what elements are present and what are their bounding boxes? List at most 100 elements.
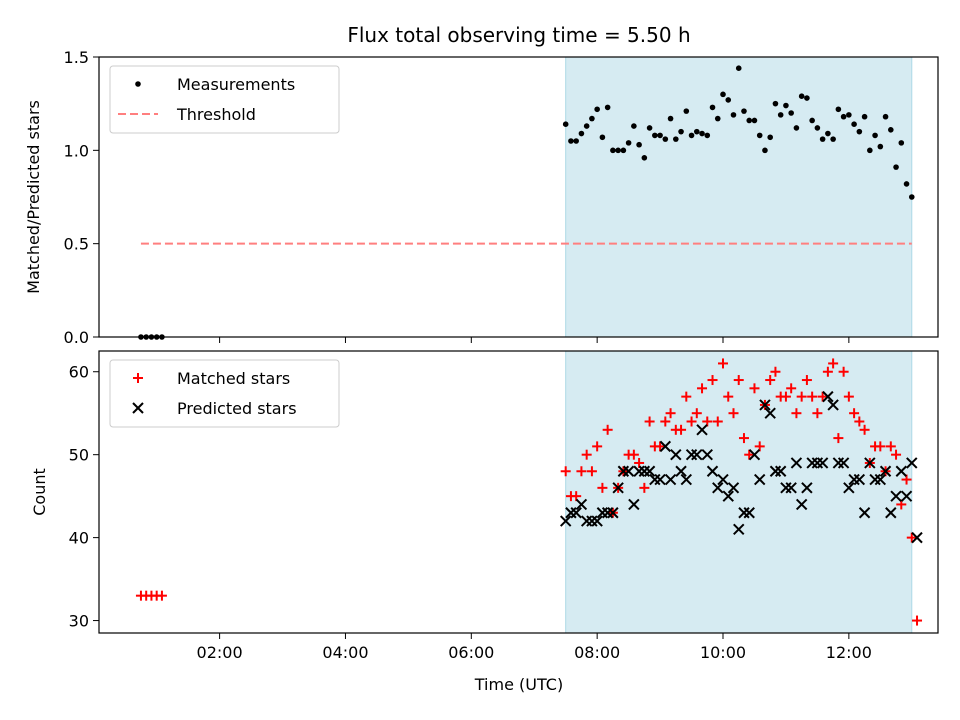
legend-label: Predicted stars: [177, 399, 297, 418]
marker-diag2: [670, 448, 682, 461]
matched-star-marker: [576, 466, 587, 477]
marker-diag2: [706, 465, 719, 477]
predicted-star-marker: [748, 448, 761, 461]
matched-star-marker: [812, 408, 823, 419]
predicted-star-marker: [575, 498, 588, 511]
matched-star-marker: [702, 416, 713, 427]
matched-star-marker: [828, 358, 839, 369]
matched-star-marker: [691, 408, 702, 419]
matched-star-marker: [707, 375, 718, 386]
measurement-point: [888, 127, 894, 133]
marker-diag2: [701, 448, 713, 461]
xtick-label: 06:00: [448, 643, 494, 662]
matched-star-marker: [586, 466, 597, 477]
predicted-star-marker: [879, 465, 892, 477]
marker-diag2: [832, 457, 845, 469]
predicted-star-marker: [895, 465, 908, 477]
measurement-point: [610, 147, 616, 154]
marker-diag2: [565, 507, 577, 519]
marker-diag2: [727, 482, 740, 494]
measurement-point: [631, 123, 637, 129]
predicted-star-marker: [701, 448, 713, 461]
matched-star-marker: [807, 391, 818, 402]
marker-diag2: [696, 424, 708, 436]
matched-star-marker: [723, 391, 734, 402]
marker-diag2: [853, 473, 866, 486]
xtick-label: 04:00: [322, 643, 368, 662]
predicted-star-marker: [890, 490, 902, 502]
marker-diag2: [738, 507, 750, 519]
marker-diag2: [622, 465, 635, 477]
measurement-point: [594, 106, 600, 113]
marker-diag2: [733, 523, 745, 536]
predicted-star-marker: [654, 473, 666, 486]
measurement-point: [846, 112, 852, 118]
measurement-point: [620, 147, 627, 154]
measurement-point: [903, 181, 910, 187]
marker-diag2: [685, 448, 698, 461]
marker-diag2: [890, 490, 902, 502]
bottom-axes-frame: [98, 350, 939, 634]
predicted-star-marker: [727, 482, 740, 494]
matched-star-marker: [838, 366, 849, 377]
predicted-star-marker: [874, 473, 887, 486]
predicted-star-marker: [774, 465, 787, 477]
predicted-star-marker: [801, 482, 813, 494]
predicted-star-marker: [864, 457, 876, 469]
marker-diag2: [638, 465, 651, 477]
measurement-point: [877, 143, 884, 150]
marker-diag2: [754, 473, 766, 486]
measurement-point: [898, 140, 905, 146]
predicted-star-marker: [628, 498, 640, 511]
measurement-point: [699, 130, 705, 137]
top-ylabel: Matched/Predicted stars: [24, 100, 43, 294]
matched-star-marker: [817, 391, 828, 402]
predicted-star-marker: [790, 457, 803, 469]
predicted-star-marker: [670, 448, 682, 461]
measurement-point: [756, 132, 763, 139]
matched-star-marker: [733, 375, 744, 386]
matched-star-marker: [770, 366, 781, 377]
bottom-ylabel: Count: [30, 468, 49, 516]
marker-diag2: [885, 507, 897, 519]
matched-star-marker: [681, 391, 692, 402]
measurement-point: [693, 128, 700, 135]
measurement-point: [725, 97, 732, 103]
marker-diag2: [743, 507, 755, 519]
marker-diag2: [601, 507, 614, 519]
matched-star-marker: [676, 424, 687, 435]
predicted-star-marker: [759, 399, 771, 411]
matched-star-marker: [571, 491, 582, 502]
measurement-point: [814, 125, 821, 131]
predicted-star-marker: [743, 507, 755, 519]
matched-star-marker: [906, 532, 917, 543]
measurement-point: [741, 108, 747, 114]
matched-star-marker: [697, 383, 708, 394]
xtick-label: 02:00: [197, 643, 243, 662]
measurement-point: [615, 147, 621, 154]
marker-diag2: [607, 507, 619, 519]
measurement-point: [678, 128, 684, 135]
marker-diag2: [874, 473, 887, 486]
predicted-star-marker: [722, 490, 734, 502]
measurement-point: [751, 117, 758, 124]
measurement-point: [809, 117, 815, 124]
x-axis-label: Time (UTC): [474, 675, 563, 694]
matched-star-marker: [749, 383, 760, 394]
predicted-star-marker: [633, 465, 645, 477]
marker-diag2: [780, 482, 792, 494]
measurement-point: [893, 164, 899, 170]
matched-star-marker: [801, 375, 812, 386]
predicted-star-marker: [664, 473, 677, 486]
measurement-point: [662, 136, 669, 142]
chart-title: Flux total observing time = 5.50 h: [347, 23, 690, 47]
marker-diag2: [633, 465, 645, 477]
xtick-label: 08:00: [574, 643, 620, 662]
measurement-point: [599, 134, 606, 141]
marker-diag2: [717, 473, 729, 486]
matched-star-marker: [849, 408, 860, 419]
predicted-star-marker: [717, 473, 729, 486]
bottom-ytick-label: 50: [69, 446, 89, 465]
predicted-star-marker: [738, 507, 750, 519]
matched-star-marker: [738, 433, 749, 444]
